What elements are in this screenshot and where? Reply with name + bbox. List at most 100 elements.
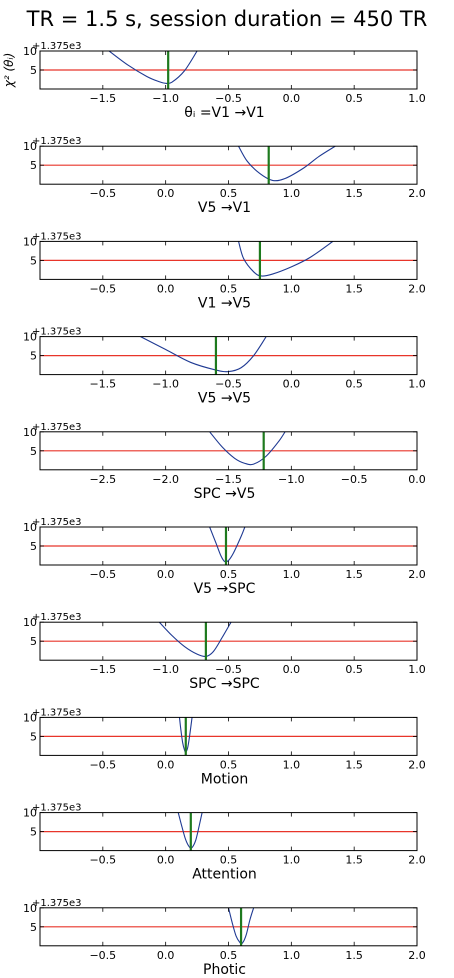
x-tick-label: 0.5 [345,663,363,676]
x-tick-label: −1.5 [89,92,116,105]
chi-square-curve [209,527,246,563]
y-tick-label: 10 [23,711,37,724]
subplot-8: −0.5 0.0 0.5 1.0 1.5 2.0 5 10+1.375e3 Motion [23,707,426,787]
x-tick-label: 1.0 [283,282,301,295]
x-tick-label: 0.0 [157,854,175,867]
x-tick-label: 0.5 [220,282,238,295]
x-tick-label: 0.5 [220,758,238,771]
x-tick-label: 0.5 [220,854,238,867]
subplot-5: −2.5 −2.0 −1.5 −1.0 −0.5 0.0 5 10+1.375e3 SPC →V… [23,422,426,502]
x-tick-label: 0.5 [345,92,363,105]
offset-label: +1.375e3 [32,41,82,52]
x-tick-label: 1.0 [283,568,301,581]
chi-square-curve [238,146,336,182]
x-tick-label: 1.5 [345,187,363,200]
x-tick-label: −1.0 [278,473,305,486]
y-tick-label: 5 [30,159,37,172]
chi-square-curve [140,336,267,373]
x-axis-label: V5 →SPC [194,581,256,597]
offset-label: +1.375e3 [32,707,82,718]
x-axis-label: Motion [201,771,248,787]
x-axis-label: Photic [203,962,246,978]
x-tick-label: −0.5 [215,92,242,105]
x-tick-label: −2.5 [89,473,116,486]
x-tick-label: 0.0 [408,473,426,486]
subplot-10: −0.5 0.0 0.5 1.0 1.5 2.0 5 10+1.375e3 Photic [23,898,426,978]
x-tick-label: 1.0 [283,854,301,867]
x-tick-label: 0.0 [157,282,175,295]
x-tick-label: 2.0 [408,187,426,200]
x-axis-label: SPC →SPC [189,676,260,692]
x-tick-label: 0.0 [283,378,301,391]
offset-label: +1.375e3 [32,517,82,528]
x-tick-label: 1.0 [283,949,301,962]
y-tick-label: 10 [23,521,37,534]
x-tick-label: 0.5 [220,949,238,962]
x-tick-label: −1.0 [152,378,179,391]
y-tick-label: 10 [23,902,37,915]
subplot-9: −0.5 0.0 0.5 1.0 1.5 2.0 5 10+1.375e3 Attention [23,803,426,883]
x-tick-label: 2.0 [408,758,426,771]
y-tick-label: 10 [23,331,37,344]
subplot-4: −1.5 −1.0 −0.5 0.0 0.5 1.0 5 10+1.375e3 V5 →V5 [23,327,426,407]
x-tick-label: 1.0 [283,758,301,771]
x-tick-label: 2.0 [408,568,426,581]
x-tick-label: −1.0 [152,92,179,105]
x-tick-label: −0.5 [89,568,116,581]
x-tick-label: 0.0 [283,92,301,105]
offset-label: +1.375e3 [32,327,82,338]
x-tick-label: 0.5 [220,187,238,200]
x-axis-label: θᵢ =V1 →V1 [184,105,264,121]
chi-square-curve [209,431,286,466]
x-tick-label: 1.0 [408,378,426,391]
figure-title: TR = 1.5 s, session duration = 450 TR [26,7,428,31]
x-tick-label: −0.5 [89,282,116,295]
x-tick-label: 1.5 [345,854,363,867]
offset-label: +1.375e3 [32,136,82,147]
x-tick-label: 1.0 [408,92,426,105]
x-axis-label: SPC →V5 [194,486,256,502]
x-tick-label: 2.0 [408,282,426,295]
x-tick-label: −0.5 [215,663,242,676]
y-tick-label: 10 [23,616,37,629]
x-tick-label: 1.0 [283,187,301,200]
x-tick-label: 1.5 [345,949,363,962]
y-tick-label: 5 [30,730,37,743]
x-tick-label: −0.5 [89,187,116,200]
x-tick-label: −0.5 [89,949,116,962]
chi-square-curve [238,241,334,277]
subplot-1: −1.5 −1.0 −0.5 0.0 0.5 1.0 5 10+1.375e3 θᵢ =V1 →… [23,41,426,121]
offset-label: +1.375e3 [32,231,82,242]
y-tick-label: 5 [30,635,37,648]
x-axis-label: Attention [192,867,257,883]
y-tick-label: 10 [23,45,37,58]
x-tick-label: 0.5 [220,568,238,581]
y-tick-label: 10 [23,235,37,248]
offset-label: +1.375e3 [32,898,82,909]
y-axis-label: χ² (θᵢ) [2,53,16,89]
x-tick-label: −1.0 [152,663,179,676]
y-tick-label: 10 [23,807,37,820]
x-tick-label: −1.5 [89,378,116,391]
x-tick-label: 0.0 [283,663,301,676]
y-tick-label: 5 [30,445,37,458]
subplot-7: −1.5 −1.0 −0.5 0.0 0.5 1.0 5 10+1.375e3 SPC →SPC [23,612,426,692]
subplot-6: −0.5 0.0 0.5 1.0 1.5 2.0 5 10+1.375e3 V5 →SPC [23,517,426,597]
offset-label: +1.375e3 [32,422,82,433]
x-tick-label: 0.0 [157,758,175,771]
x-tick-label: −0.5 [215,378,242,391]
x-tick-label: −0.5 [89,758,116,771]
x-tick-label: 1.5 [345,282,363,295]
x-tick-label: 1.5 [345,568,363,581]
x-tick-label: 0.5 [345,378,363,391]
x-tick-label: 2.0 [408,854,426,867]
x-tick-label: −0.5 [341,473,368,486]
offset-label: +1.375e3 [32,612,82,623]
chi-square-curve [158,622,232,658]
offset-label: +1.375e3 [32,803,82,814]
chi-square-curve [108,51,198,85]
y-tick-label: 5 [30,64,37,77]
y-tick-label: 5 [30,540,37,553]
x-axis-label: V1 →V5 [198,295,251,311]
